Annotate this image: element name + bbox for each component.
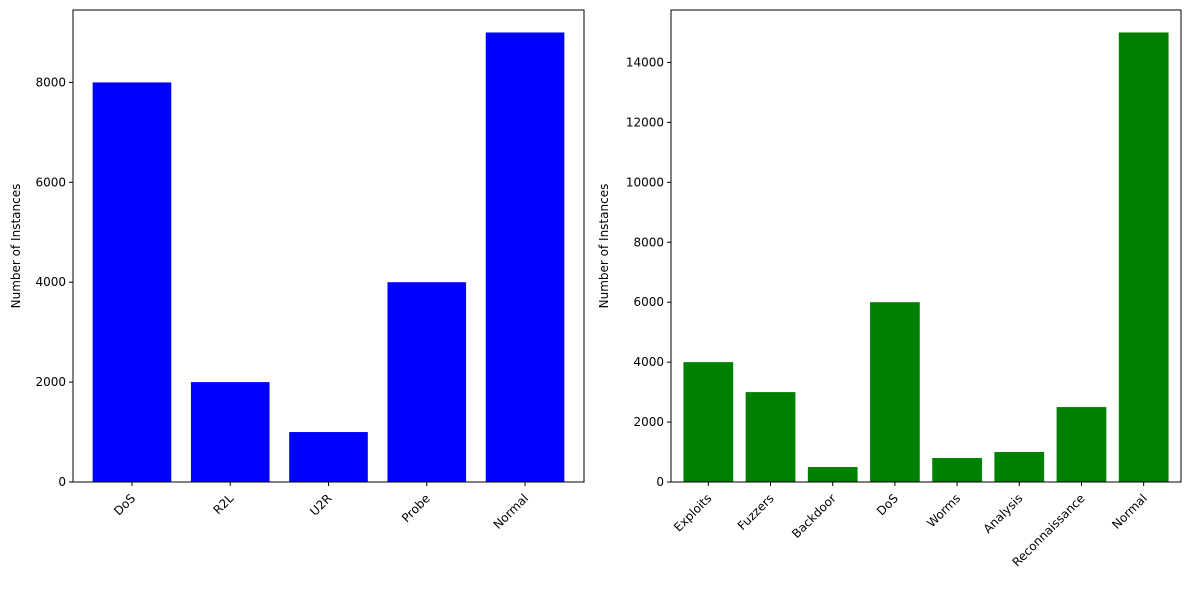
y-tick-label: 2000 [35, 375, 66, 389]
x-tick-label: U2R [307, 491, 334, 518]
x-tick-label: Backdoor [789, 491, 839, 541]
y-tick-label: 14000 [626, 55, 664, 69]
x-tick-label: Normal [1109, 491, 1150, 532]
bar-worms [932, 458, 982, 482]
bar-fuzzers [745, 392, 796, 482]
chart-attack-categories-a: 0 2000 4000 6000 8000 DoS R2L U2R Probe Normal Num… [9, 9, 585, 532]
y-axis-label: Number of Instances [9, 184, 23, 309]
y-tick-label: 8000 [35, 75, 66, 89]
axes-frame [670, 9, 1182, 483]
bar-probe [387, 282, 467, 482]
y-tick-label: 0 [58, 475, 66, 489]
x-tick-label: Worms [924, 491, 963, 530]
bar-analysis [994, 452, 1045, 482]
y-axis-label: Number of Instances [597, 184, 611, 309]
chart-attack-categories-b: 0 2000 4000 6000 8000 10000 12000 14000 Exploits… [597, 9, 1182, 569]
bar-exploits [683, 362, 734, 482]
x-tick-label: DoS [874, 491, 901, 518]
y-tick-label: 8000 [633, 235, 664, 249]
bar-normal [485, 32, 565, 482]
x-tick-label: R2L [210, 491, 236, 517]
bar-reconnaissance [1056, 407, 1107, 482]
y-tick-label: 2000 [633, 415, 664, 429]
x-tick-label: Normal [491, 491, 532, 532]
x-tick-label: Probe [399, 491, 433, 525]
bar-normal [1118, 32, 1169, 482]
bar-dos [92, 82, 172, 483]
x-tick-label: Analysis [981, 491, 1026, 536]
y-tick-label: 6000 [35, 175, 66, 189]
x-tick-label: Exploits [671, 491, 714, 534]
bar-u2r [289, 432, 368, 482]
bar-backdoor [807, 467, 858, 482]
bar-dos [870, 302, 920, 482]
y-tick-label: 0 [656, 475, 664, 489]
y-tick-label: 4000 [633, 355, 664, 369]
y-tick-label: 6000 [633, 295, 664, 309]
x-tick-label: Fuzzers [735, 491, 777, 533]
y-tick-label: 4000 [35, 275, 66, 289]
y-tick-label: 10000 [626, 175, 664, 189]
bar-r2l [190, 382, 270, 482]
y-tick-label: 12000 [626, 115, 664, 129]
x-tick-label: DoS [111, 491, 138, 518]
